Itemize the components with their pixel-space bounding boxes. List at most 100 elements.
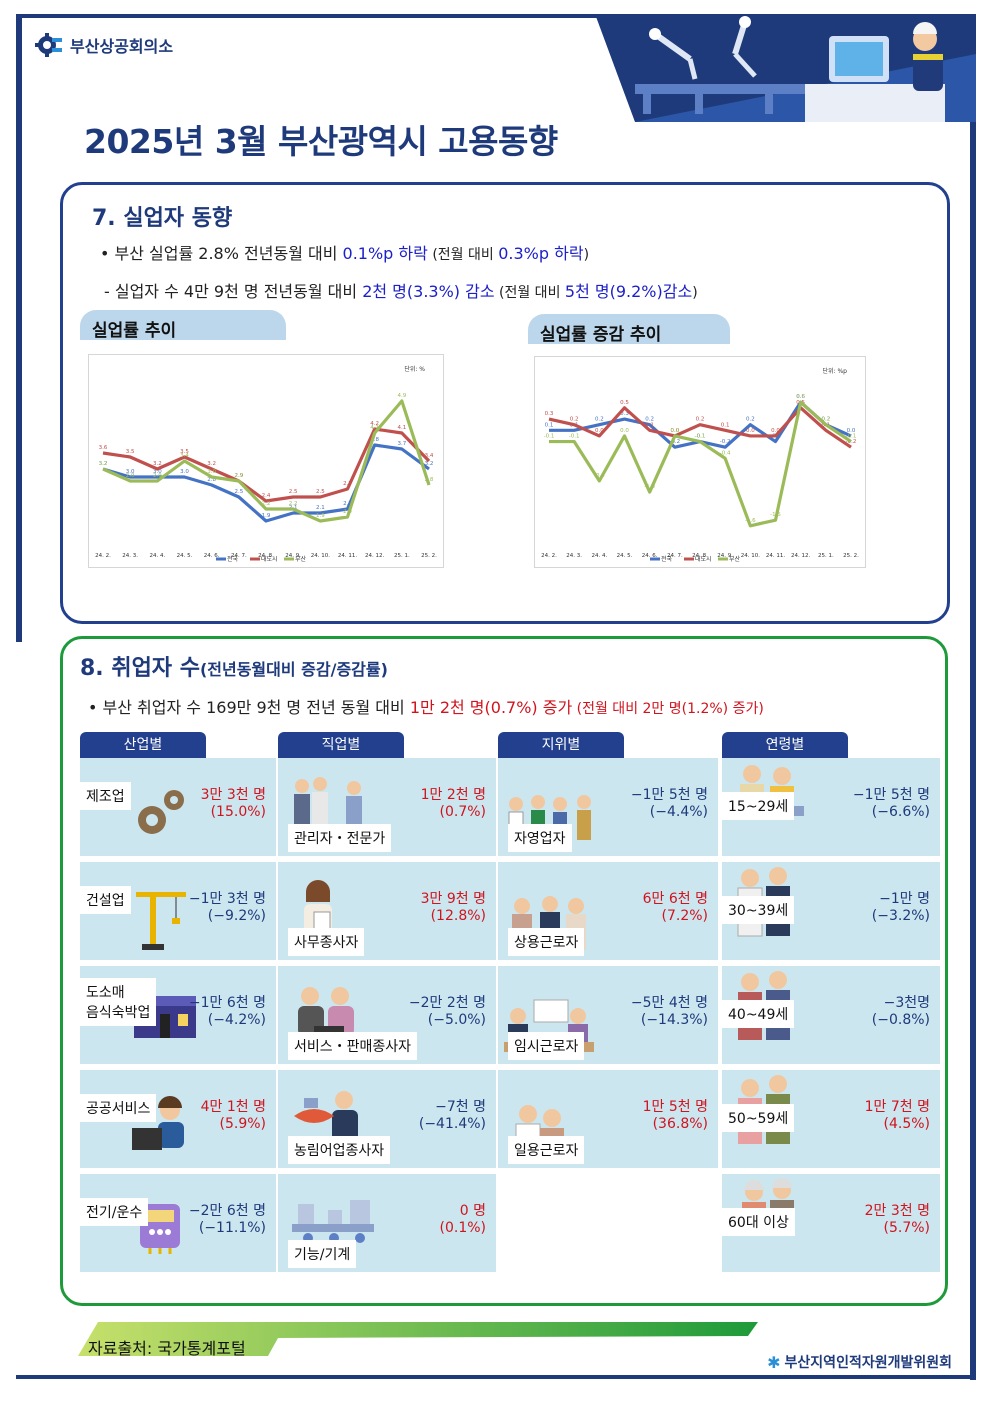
employment-card-label: 15~29세: [722, 792, 795, 820]
employment-card-label: 자영업자: [508, 824, 572, 852]
data-label: 3.4: [425, 453, 434, 459]
legend-label: 전국: [227, 555, 239, 563]
unemployment-rate-chart-svg: 단위: % 24. 2. 24. 3. 24. 4. 24. 5. 24. 6. 24. 7…: [95, 365, 437, 563]
professionals-icon: [288, 774, 368, 840]
unemployment-change-chart: 단위: %p 24. 2. 24. 3. 24. 4. 24. 5. 24. 6. 24. …: [534, 356, 866, 568]
data-label: 0.2: [645, 417, 654, 423]
employment-card-label: 일용근로자: [508, 1136, 585, 1164]
employment-card-rate: (0.1%): [439, 1220, 487, 1236]
data-label: -0.2: [846, 439, 857, 445]
employment-card-change: 1만 5천 명: [642, 1099, 708, 1115]
data-label: 2.9: [126, 473, 135, 479]
employment-card-change: 0 명: [459, 1203, 486, 1219]
x-tick-label: 24. 9.: [717, 553, 733, 559]
data-label: -0.1: [846, 434, 857, 440]
data-label: 0.1: [545, 422, 554, 428]
data-label: 2.9: [153, 473, 162, 479]
data-label: 3.6: [99, 445, 108, 451]
section8-title-sub: (전년동월대비 증감/증감률): [199, 660, 388, 679]
data-label: -0.2: [720, 439, 731, 445]
data-label: 0.2: [696, 417, 705, 423]
data-label: 3.0: [126, 469, 135, 475]
employment-card-label: 건설업: [80, 886, 131, 914]
x-tick-label: 24. 11.: [338, 553, 357, 559]
data-label: 0.2: [746, 417, 755, 423]
employed-text: • 부산 취업자 수 169만 9천 명 전년 동월 대비: [88, 698, 410, 717]
employment-card-label: 도소매 음식숙박업: [80, 978, 157, 1026]
employment-card-rate: (−0.8%): [871, 1012, 930, 1028]
employment-card-change: −1만 5천 명: [852, 787, 930, 803]
data-label: 2.5: [234, 489, 243, 495]
x-tick-label: 24. 6.: [204, 553, 220, 559]
gear-logo-icon: [35, 33, 62, 57]
x-tick-label: 25. 2.: [843, 553, 859, 559]
employment-card: 전기/운수 −2만 6천 명 (−11.1%): [80, 1174, 276, 1272]
data-label: -0.1: [695, 434, 706, 440]
series-line-전국: [102, 443, 430, 523]
data-label: 4.1: [370, 425, 379, 431]
data-label: 2.9: [234, 473, 243, 479]
data-label: 2.9: [234, 473, 243, 479]
data-label: 0.0: [620, 428, 629, 434]
employment-card-rate: (5.9%): [219, 1116, 267, 1132]
data-label: 3.8: [370, 437, 379, 443]
employment-card-label: 40~49세: [722, 1000, 795, 1028]
employment-card: 50~59세 1만 7천 명 (4.5%): [722, 1070, 940, 1168]
employment-card-rate: (−5.0%): [427, 1012, 486, 1028]
employment-card: 도소매 음식숙박업 −1만 6천 명 (−4.2%): [80, 966, 276, 1064]
employment-card-label: 관리자・전문가: [288, 824, 392, 852]
employment-card: 건설업 −1만 3천 명 (−9.2%): [80, 862, 276, 960]
employment-card-change: −1만 3천 명: [188, 891, 266, 907]
employment-card-change: −1만 5천 명: [630, 787, 708, 803]
tab-status: 지위별: [498, 732, 624, 758]
data-label: 0.3: [545, 411, 554, 417]
data-label: -0.1: [544, 434, 555, 440]
employment-card-rate: (−11.1%): [198, 1220, 266, 1236]
data-label: -1.6: [745, 518, 756, 524]
data-label: 1.9: [316, 513, 325, 519]
legend-label: 대도시: [695, 555, 712, 563]
section7-title: 7. 실업자 동향: [92, 206, 233, 231]
tab-age: 연령별: [722, 732, 848, 758]
data-label: -0.1: [695, 434, 706, 440]
tab-occupation: 직업별: [278, 732, 404, 758]
x-tick-label: 24. 4.: [149, 553, 165, 559]
employment-card-label: 기능/기계: [288, 1240, 357, 1268]
count-mom-suffix: ): [692, 285, 698, 301]
data-label: 4.1: [397, 425, 406, 431]
employment-section: [60, 636, 948, 1306]
employment-card-change: −7천 명: [435, 1099, 486, 1115]
chart1-tab: 실업률 추이: [80, 310, 286, 341]
employment-card-label: 50~59세: [722, 1104, 795, 1132]
employment-card-label: 농림어업종사자: [288, 1136, 391, 1164]
page-frame-bottom: [16, 1375, 976, 1379]
count-mom-prefix: (전월 대비: [494, 285, 565, 301]
data-label: 0.0: [771, 428, 780, 434]
x-tick-label: 24. 3.: [122, 553, 138, 559]
employment-card: 서비스・판매종사자 −2만 2천 명 (−5.0%): [278, 966, 496, 1064]
employment-card: 공공서비스 4만 1천 명 (5.9%): [80, 1070, 276, 1168]
data-label: 3.5: [126, 449, 135, 455]
employment-card-label: 임시근로자: [508, 1032, 585, 1060]
employment-card-rate: (36.8%): [652, 1116, 708, 1132]
series-line-부산: [102, 399, 431, 523]
employment-card: 30~39세 −1만 명 (−3.2%): [722, 862, 940, 960]
data-label: -0.8: [594, 473, 605, 479]
employment-card-label: 전기/운수: [80, 1198, 149, 1226]
data-label: 3.7: [397, 441, 406, 447]
employment-card-rate: (0.7%): [439, 804, 487, 820]
org-logo: 부산상공회의소: [34, 32, 173, 58]
data-label: 0.2: [595, 417, 604, 423]
data-label: 0.3: [620, 411, 629, 417]
employed-yoy-change: 1만 2천 명(0.7%) 증가: [409, 698, 573, 717]
employment-card-change: 3만 3천 명: [200, 787, 266, 803]
data-label: 2.2: [262, 501, 271, 507]
count-text: - 실업자 수 4만 9천 명 전년동월 대비: [104, 282, 363, 301]
employment-card: 60대 이상 2만 3천 명 (5.7%): [722, 1174, 940, 1272]
employment-card-change: −5만 4천 명: [630, 995, 708, 1011]
rate-yoy-change: 0.1%p 하락: [342, 244, 428, 263]
x-tick-label: 25. 2.: [421, 553, 437, 559]
gears-icon: [130, 782, 190, 846]
source-bar: [78, 1322, 758, 1356]
data-label: 3.2: [207, 461, 216, 467]
